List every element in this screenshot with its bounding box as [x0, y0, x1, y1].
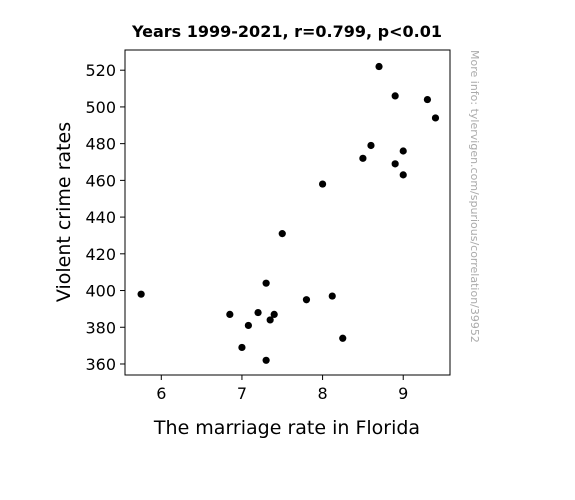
data-point: [302, 296, 311, 304]
y-tick-label: 500: [85, 98, 116, 117]
data-point: [238, 343, 246, 352]
data-point: [431, 114, 440, 122]
y-tick-label: 360: [85, 355, 116, 374]
plot-area: [124, 49, 451, 376]
y-axis-label: Violent crime rates: [53, 122, 75, 302]
data-point: [318, 180, 327, 188]
data-point: [375, 62, 383, 71]
data-point: [278, 230, 286, 238]
data-point: [423, 95, 432, 104]
data-point: [367, 141, 375, 150]
x-axis: 6 7 8 9: [156, 375, 408, 403]
y-tick-label: 400: [85, 282, 116, 301]
data-point: [262, 356, 270, 364]
data-point: [339, 334, 347, 342]
data-point: [254, 308, 262, 317]
data-points: [137, 62, 440, 364]
y-tick-label: 440: [85, 208, 116, 227]
data-point: [399, 147, 407, 155]
data-point: [262, 279, 270, 287]
x-tick-label: 6: [156, 384, 166, 403]
x-axis-label: The marriage rate in Florida: [153, 417, 420, 439]
x-tick-label: 8: [317, 384, 327, 403]
y-tick-label: 480: [85, 135, 116, 154]
x-tick-label: 9: [398, 384, 408, 403]
data-point: [137, 290, 145, 298]
data-point: [226, 310, 234, 319]
chart-title: Years 1999-2021, r=0.799, p<0.01: [131, 22, 442, 41]
source-note: More info: tylervigen.com/spurious/corre…: [468, 50, 481, 343]
y-tick-label: 460: [85, 171, 116, 190]
data-point: [266, 316, 274, 324]
data-point: [399, 171, 407, 179]
data-point: [328, 292, 336, 300]
data-point: [391, 92, 399, 100]
y-tick-label: 520: [85, 61, 116, 80]
y-axis: 360 380 400 420 440 460 480 500 520: [85, 61, 125, 374]
data-point: [244, 321, 252, 330]
data-point: [270, 310, 278, 319]
data-point: [391, 160, 399, 168]
data-point: [359, 154, 367, 162]
y-tick-label: 380: [85, 318, 116, 337]
x-tick-label: 7: [237, 384, 247, 403]
y-tick-label: 420: [85, 245, 116, 264]
